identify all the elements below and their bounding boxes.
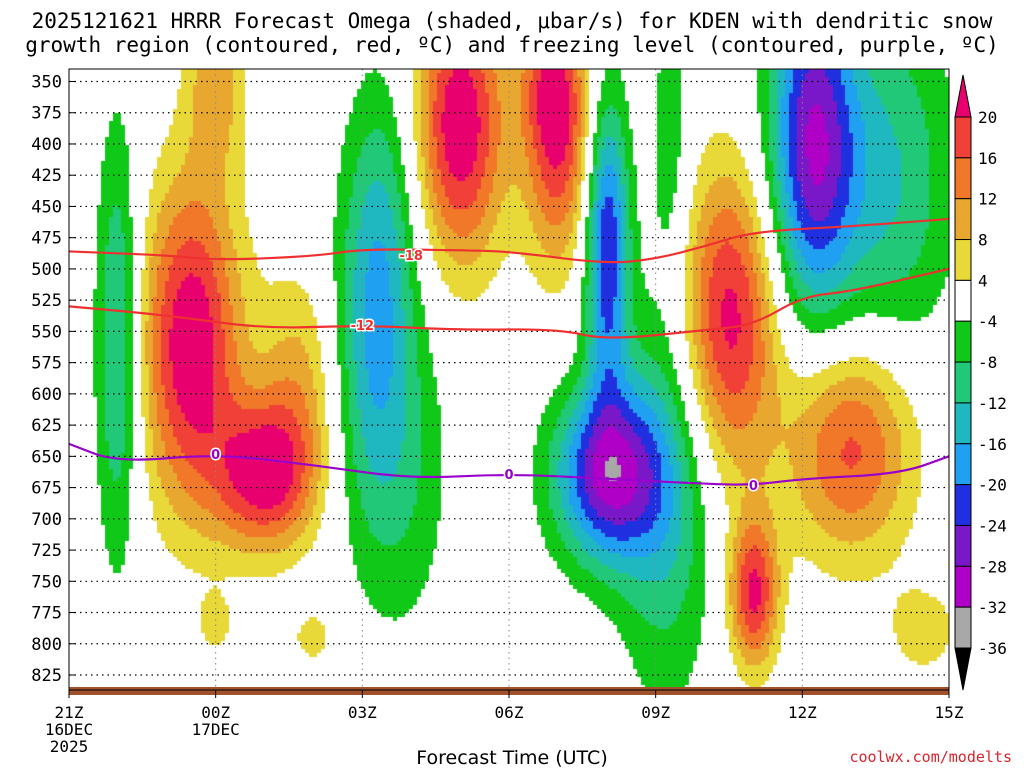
y-tick-label-750: 750 [31, 572, 62, 592]
contour-label--18: -18 [399, 249, 423, 264]
omega-shading [69, 69, 949, 690]
x-tick-label-12-0: 09Z [641, 703, 670, 722]
y-tick-label-800: 800 [31, 635, 62, 655]
colorbar-label-8: -16 [978, 435, 1007, 454]
colorbar-label-4: 4 [978, 271, 988, 290]
colorbar-swatch-4 [954, 239, 972, 281]
y-tick-label-825: 825 [31, 666, 62, 686]
y-tick-label-725: 725 [31, 541, 62, 561]
contour-extra-label-1: 0 [749, 479, 758, 494]
y-tick-label-375: 375 [31, 104, 62, 124]
x-tick-label-3-1: 17DEC [192, 720, 240, 739]
colorbar-label-5: -4 [978, 312, 997, 331]
colorbar-swatch-7 [954, 361, 972, 404]
x-tick-label-0-2: 2025 [50, 737, 89, 756]
y-tick-label-675: 675 [31, 479, 62, 499]
colorbar-label-2: 12 [978, 190, 997, 209]
y-tick-label-500: 500 [31, 260, 62, 280]
x-tick-label-9-0: 06Z [495, 703, 524, 722]
colorbar-label-1: 16 [978, 149, 997, 168]
x-tick-label-3-0: 00Z [201, 703, 230, 722]
x-tick-label-15-0: 12Z [788, 703, 817, 722]
y-tick-label-425: 425 [31, 166, 62, 186]
contours: -18 -12 0 0 0 [69, 217, 949, 496]
credit-link[interactable]: coolwx.com/modelts [849, 748, 1012, 766]
colorbar-swatch-3 [954, 198, 972, 241]
chart-title-line-2: growth region (contoured, red, ºC) and f… [25, 33, 999, 57]
y-axis: 350 375 400 425 450 475 500 525 550 575 600 625 650 6… [31, 72, 76, 686]
contour-label--12: -12 [351, 319, 375, 334]
colorbar-swatch-1 [954, 116, 972, 159]
contour-line-0 [69, 442, 949, 486]
colorbar-label-11: -28 [978, 557, 1007, 576]
omega-shading-field [69, 69, 949, 690]
y-tick-label-625: 625 [31, 416, 62, 436]
y-tick-label-600: 600 [31, 385, 62, 405]
y-tick-label-700: 700 [31, 510, 62, 530]
colorbar-swatch-8 [954, 402, 972, 445]
colorbar-swatch-2 [954, 157, 972, 200]
x-tick-label-0-1: 16DEC [45, 720, 93, 739]
contour-label-0: 0 [504, 468, 513, 483]
colorbar-swatch-10 [954, 484, 972, 526]
y-tick-label-775: 775 [31, 604, 62, 624]
y-tick-label-400: 400 [31, 135, 62, 155]
x-axis-label: Forecast Time (UTC) [416, 747, 608, 769]
colorbar-label-3: 8 [978, 231, 988, 250]
x-tick-label-6-0: 03Z [348, 703, 377, 722]
x-tick-label-18-0: 15Z [935, 703, 964, 722]
y-tick-label-525: 525 [31, 291, 62, 311]
colorbar-label-12: -32 [978, 598, 1007, 617]
contour-line--12 [69, 267, 949, 339]
colorbar-label-6: -8 [978, 353, 997, 372]
chart-title-line-1: 2025121621 HRRR Forecast Omega (shaded, … [31, 9, 993, 33]
y-tick-label-550: 550 [31, 322, 62, 342]
colorbar-bottom-arrow [954, 647, 972, 691]
y-tick-label-575: 575 [31, 354, 62, 374]
colorbar: 20 16 12 8 4 -4 -8 -12 -16 -20 -24 -28 -32 -36 [954, 74, 1007, 691]
colorbar-label-13: -36 [978, 639, 1007, 658]
colorbar-swatch-9 [954, 443, 972, 486]
x-tick-label-0-0: 21Z [55, 703, 84, 722]
colorbar-swatch-6 [954, 320, 972, 363]
colorbar-swatch-5 [954, 279, 972, 322]
colorbar-label-9: -20 [978, 476, 1007, 495]
contour-line--18 [69, 217, 949, 264]
colorbar-swatch-11 [954, 524, 972, 567]
y-tick-label-650: 650 [31, 447, 62, 467]
grid-lines [69, 69, 949, 690]
colorbar-label-10: -24 [978, 516, 1007, 535]
y-tick-label-475: 475 [31, 229, 62, 249]
colorbar-top-arrow [954, 74, 972, 118]
colorbar-label-0: 20 [978, 108, 997, 127]
contour-extra-label-0: 0 [211, 448, 220, 463]
y-tick-label-450: 450 [31, 197, 62, 217]
colorbar-swatch-13 [954, 606, 972, 649]
colorbar-swatch-12 [954, 565, 972, 608]
colorbar-label-7: -12 [978, 394, 1007, 413]
y-tick-label-350: 350 [31, 72, 62, 92]
